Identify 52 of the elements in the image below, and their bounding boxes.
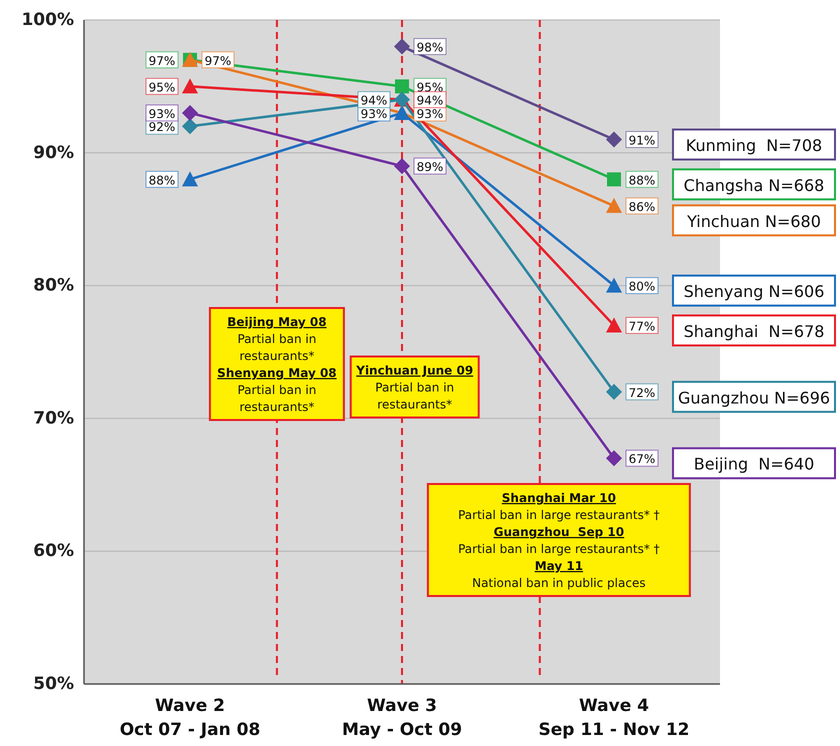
point [607,172,621,186]
x-tick-label: Wave 4 Sep 11 - Nov 12 [538,696,690,740]
data-label: 94% [416,94,444,108]
data-label: 93% [416,106,444,121]
data-label: 92% [148,120,176,134]
point [606,450,622,466]
y-tick-label: 90% [33,142,74,163]
legend-label: Kunming N=708 [686,136,822,156]
data-label: 88% [628,173,656,188]
point [182,78,198,94]
y-tick-label: 100% [21,10,74,30]
data-label: 88% [148,173,176,188]
data-label: 67% [628,452,656,466]
y-tick-label: 70% [33,408,74,428]
annotation: Yinchuan June 09 Partial ban in restaurants* [355,364,474,412]
data-label: 98% [416,40,444,55]
data-label: 77% [628,319,656,334]
y-tick-label: 80% [33,276,74,296]
y-tick-label: 50% [33,674,74,694]
data-label: 80% [628,280,656,294]
legend-label: Shenyang N=606 [684,282,824,302]
data-label: 93% [360,106,388,121]
point [606,384,622,400]
annotation: Beijing May 08 Partial ban in restaurants* Shenyang May 08 Partial ban in restaurants* [217,315,337,414]
point [606,317,622,332]
data-label: 94% [360,94,388,108]
legend-label: Shanghai N=678 [684,322,824,341]
data-label: 72% [628,386,656,400]
point [395,79,409,94]
x-tick-label: Wave 2 Oct 07 - Jan 08 [120,696,260,740]
x-tick-label: Wave 3 May - Oct 09 [342,696,462,740]
y-tick-label: 60% [33,541,74,562]
legend-label: Beijing N=640 [694,454,814,474]
data-label: 97% [148,54,176,68]
annotation: Shanghai Mar 10 Partial ban in large restaurants* † Guangzhou Sep 10 Partial ban in large restaurants* † May 11 National ban in public places [458,491,660,590]
point [606,278,622,293]
point [182,104,198,121]
data-label: 93% [148,106,176,121]
data-label: 89% [416,160,444,174]
point [182,118,198,134]
data-label: 95% [416,80,444,94]
point [182,171,198,186]
legend-label: Guangzhou N=696 [678,388,830,408]
point [394,158,410,174]
data-label: 95% [148,80,176,94]
data-label: 86% [628,200,656,214]
data-label: 91% [628,134,656,148]
point [394,38,410,55]
text: Yinchuan N=680 [686,212,821,231]
legend-label: Changsha N=668 [684,176,824,195]
data-label: 97% [204,54,232,68]
point [606,132,622,148]
